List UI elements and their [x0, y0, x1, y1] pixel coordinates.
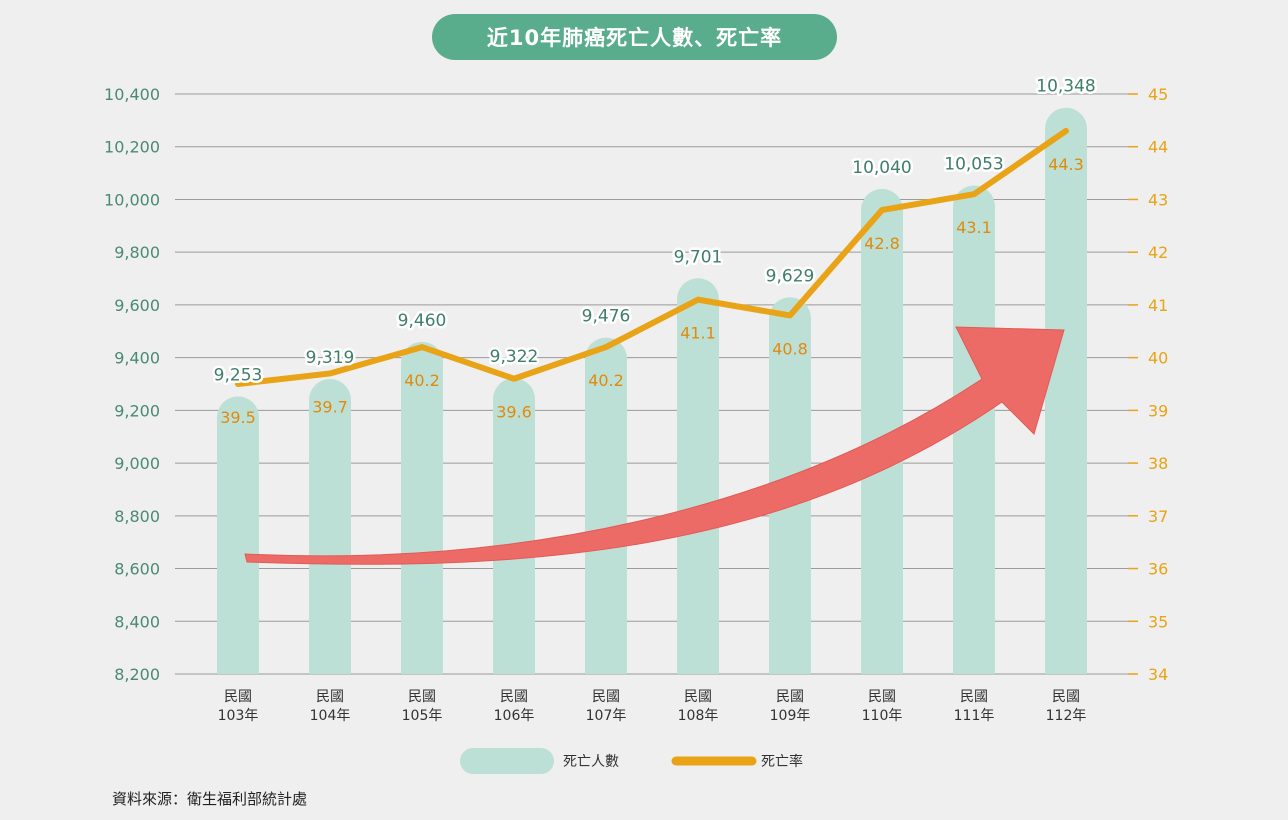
- x-category-label: 112年: [1046, 708, 1087, 724]
- rate-value-label: 40.2: [404, 371, 440, 390]
- x-category-label: 109年: [770, 708, 811, 724]
- x-category-label: 105年: [402, 708, 443, 724]
- y-left-tick-label: 8,200: [114, 665, 160, 684]
- x-category-label: 110年: [862, 708, 903, 724]
- y-left-tick-label: 8,800: [114, 507, 160, 526]
- x-category-label: 民國: [960, 689, 988, 705]
- x-category-label: 民國: [224, 689, 252, 705]
- source-note: 資料來源：衛生福利部統計處: [112, 790, 308, 808]
- y-right-tick-label: 37: [1148, 507, 1168, 526]
- legend: 死亡人數 死亡率: [460, 748, 803, 774]
- y-left-tick-label: 10,400: [104, 85, 160, 104]
- bar-series: [217, 107, 1087, 674]
- rate-value-label: 39.7: [312, 397, 348, 416]
- bar: [677, 278, 719, 674]
- y-left-tick-label: 9,000: [114, 454, 160, 473]
- y-left-tick-label: 10,200: [104, 138, 160, 157]
- legend-swatch-bar: [460, 748, 554, 774]
- bar-value-label: 10,348: [1036, 77, 1095, 97]
- rate-value-label: 40.8: [772, 339, 808, 358]
- axes: 8,200 8,400 8,600 8,800 9,000 9,200 9,400 9,600…: [104, 85, 1168, 724]
- y-right-tick-label: 43: [1148, 190, 1168, 209]
- y-left-tick-label: 10,000: [104, 190, 160, 209]
- trend-arrow: [244, 326, 1065, 565]
- bar: [953, 185, 995, 674]
- x-category-label: 民國: [684, 689, 712, 705]
- x-category-label: 104年: [310, 708, 351, 724]
- bar: [1045, 107, 1087, 674]
- bar-value-label: 9,476: [582, 307, 631, 327]
- y-right-tick-label: 44: [1148, 138, 1168, 157]
- legend-label-line: 死亡率: [761, 753, 803, 770]
- bar-value-label: 9,319: [306, 348, 355, 368]
- bar-value-label: 10,040: [852, 158, 911, 178]
- rate-value-label: 42.8: [864, 234, 900, 253]
- trend-arrow-shape: [244, 326, 1065, 565]
- legend-label-bar: 死亡人數: [563, 754, 619, 770]
- rate-value-label: 41.1: [680, 324, 716, 343]
- bar-value-label: 9,322: [490, 347, 539, 367]
- bar: [309, 378, 351, 674]
- bar-value-label: 9,629: [766, 266, 815, 286]
- y-right-tick-label: 40: [1148, 349, 1168, 368]
- bar: [401, 341, 443, 674]
- rate-value-label: 44.3: [1048, 155, 1084, 174]
- bar: [861, 188, 903, 674]
- x-category-label: 民國: [500, 689, 528, 705]
- y-left-tick-label: 9,800: [114, 243, 160, 262]
- y-left-tick-label: 8,400: [114, 612, 160, 631]
- y-right-tick-label: 41: [1148, 296, 1168, 315]
- bar-value-label: 10,053: [944, 154, 1003, 174]
- x-category-label: 108年: [678, 708, 719, 724]
- bar: [493, 378, 535, 674]
- y-left-tick-label: 9,400: [114, 349, 160, 368]
- line-series: [235, 127, 1069, 387]
- x-category-label: 103年: [218, 708, 259, 724]
- y-right-tick-label: 38: [1148, 454, 1168, 473]
- rate-value-label: 43.1: [956, 218, 992, 237]
- bar-value-label: 9,701: [674, 247, 723, 267]
- x-category-label: 107年: [586, 708, 627, 724]
- bar: [585, 337, 627, 674]
- data-labels: 9,253 9,319 9,460 9,322 9,476 9,701 9,629 10,04…: [211, 74, 1098, 427]
- x-category-label: 民國: [1052, 689, 1080, 705]
- rate-value-label: 39.6: [496, 403, 532, 422]
- x-category-label: 民國: [408, 689, 436, 705]
- x-category-label: 106年: [494, 708, 535, 724]
- y-left-tick-label: 8,600: [114, 560, 160, 579]
- rate-value-label: 40.2: [588, 371, 624, 390]
- y-right-tick-label: 35: [1148, 612, 1168, 631]
- y-right-tick-label: 39: [1148, 401, 1168, 420]
- death-rate-line: [235, 127, 1069, 387]
- y-right-tick-label: 34: [1148, 665, 1168, 684]
- bar-value-label: 9,253: [214, 365, 263, 385]
- x-category-label: 民國: [776, 689, 804, 705]
- y-left-tick-label: 9,600: [114, 296, 160, 315]
- x-category-label: 民國: [592, 689, 620, 705]
- chart-title: 近10年肺癌死亡人數、死亡率: [432, 14, 837, 60]
- bar-value-label: 9,460: [398, 311, 447, 331]
- x-category-label: 民國: [868, 689, 896, 705]
- y-right-tick-label: 42: [1148, 243, 1168, 262]
- bar: [217, 396, 259, 674]
- y-right-tick-label: 45: [1148, 85, 1168, 104]
- x-category-label: 民國: [316, 689, 344, 705]
- x-category-label: 111年: [954, 708, 995, 724]
- y-right-tick-label: 36: [1148, 560, 1168, 579]
- rate-value-label: 39.5: [220, 408, 256, 427]
- y-left-tick-label: 9,200: [114, 401, 160, 420]
